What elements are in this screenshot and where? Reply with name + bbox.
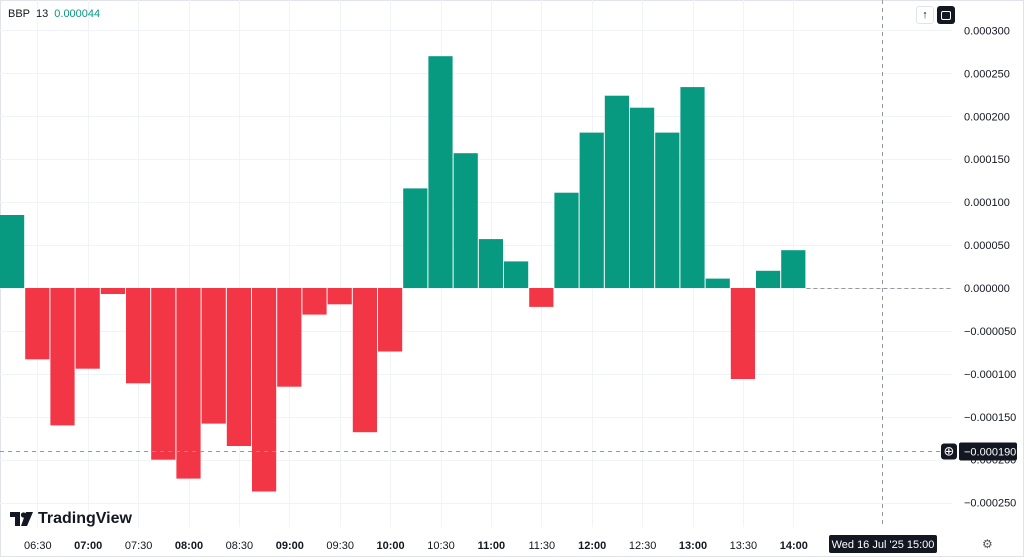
- histogram-bar[interactable]: [554, 192, 579, 288]
- tradingview-logo-icon: [10, 512, 33, 526]
- histogram-bar[interactable]: [478, 239, 503, 288]
- legend-symbol: BBP: [8, 8, 31, 20]
- histogram-bar[interactable]: [529, 288, 554, 307]
- histogram-bar[interactable]: [428, 56, 453, 289]
- y-tick-label: 0.000300: [964, 25, 1010, 37]
- histogram-bar[interactable]: [504, 261, 529, 288]
- histogram-bar[interactable]: [781, 250, 806, 288]
- histogram-bar[interactable]: [0, 215, 25, 288]
- y-tick-label: −0.000100: [964, 369, 1016, 381]
- crosshair-time-label: Wed 16 Jul '25 15:00: [832, 539, 935, 551]
- x-tick-label: 06:30: [24, 540, 52, 552]
- histogram-bar[interactable]: [277, 288, 302, 387]
- scroll-up-button[interactable]: ↑: [916, 6, 934, 24]
- histogram-bar[interactable]: [378, 288, 403, 352]
- logo-text: TradingView: [38, 510, 132, 527]
- histogram-bar[interactable]: [756, 270, 781, 288]
- y-tick-label: −0.000050: [964, 326, 1016, 338]
- histogram-bar[interactable]: [579, 132, 604, 288]
- x-tick-label: 12:30: [629, 540, 657, 552]
- histogram-bar[interactable]: [403, 188, 428, 288]
- histogram-bar[interactable]: [604, 95, 629, 288]
- histogram-bar[interactable]: [655, 132, 680, 288]
- histogram-bar[interactable]: [25, 288, 50, 360]
- x-tick-label: 07:30: [125, 540, 153, 552]
- indicator-legend[interactable]: BBP 13 0.000044: [8, 8, 100, 20]
- settings-gear-icon[interactable]: ⚙: [982, 537, 993, 551]
- histogram-bar[interactable]: [50, 288, 75, 426]
- crosshair-time-box: [829, 535, 937, 553]
- x-tick-label: 10:30: [427, 540, 455, 552]
- histogram-bar[interactable]: [201, 288, 226, 424]
- x-tick-label: 08:00: [175, 540, 203, 552]
- y-tick-label: 0.000150: [964, 154, 1010, 166]
- x-tick-label: 09:30: [326, 540, 354, 552]
- histogram-bar[interactable]: [75, 288, 100, 369]
- histogram-bar[interactable]: [453, 153, 478, 288]
- histogram-bar[interactable]: [151, 288, 176, 460]
- histogram-bar[interactable]: [226, 288, 251, 446]
- tradingview-logo[interactable]: TradingView: [10, 510, 132, 528]
- legend-period: 13: [36, 8, 49, 20]
- x-tick-label: 10:00: [377, 540, 405, 552]
- y-tick-label: 0.000200: [964, 111, 1010, 123]
- histogram-bar[interactable]: [680, 87, 705, 288]
- crosshair-price-label: −0.000190: [964, 447, 1016, 459]
- histogram-bar[interactable]: [730, 288, 755, 379]
- y-tick-label: 0.000000: [964, 283, 1010, 295]
- histogram-bar[interactable]: [176, 288, 201, 479]
- x-tick-label: 08:30: [226, 540, 254, 552]
- plus-icon: ⊕: [944, 445, 955, 460]
- maximize-button[interactable]: [937, 6, 955, 24]
- histogram-bar[interactable]: [100, 288, 125, 294]
- histogram-bar[interactable]: [352, 288, 377, 433]
- x-tick-label: 13:00: [679, 540, 707, 552]
- y-tick-label: 0.000050: [964, 240, 1010, 252]
- x-tick-label: 07:00: [74, 540, 102, 552]
- crosshair-price-box: [959, 442, 1017, 461]
- y-tick-label: 0.000250: [964, 68, 1010, 80]
- histogram-bar[interactable]: [126, 288, 151, 384]
- y-tick-label: 0.000100: [964, 197, 1010, 209]
- x-tick-label: 09:00: [276, 540, 304, 552]
- x-tick-label: 11:30: [528, 540, 555, 552]
- histogram-bar[interactable]: [327, 288, 352, 305]
- x-tick-label: 11:00: [478, 540, 506, 552]
- x-tick-label: 13:30: [730, 540, 758, 552]
- histogram-bar[interactable]: [252, 288, 277, 492]
- y-tick-label: −0.000150: [964, 412, 1016, 424]
- legend-value: 0.000044: [54, 8, 101, 20]
- x-tick-label: 14:00: [780, 540, 808, 552]
- add-price-button[interactable]: [941, 443, 957, 460]
- histogram-bar[interactable]: [302, 288, 327, 315]
- y-tick-label: −0.000250: [964, 498, 1016, 510]
- square-icon: [941, 10, 951, 20]
- histogram-bar[interactable]: [705, 278, 730, 288]
- x-tick-label: 12:00: [578, 540, 606, 552]
- histogram-bar[interactable]: [630, 107, 655, 288]
- arrow-up-icon: ↑: [922, 9, 928, 21]
